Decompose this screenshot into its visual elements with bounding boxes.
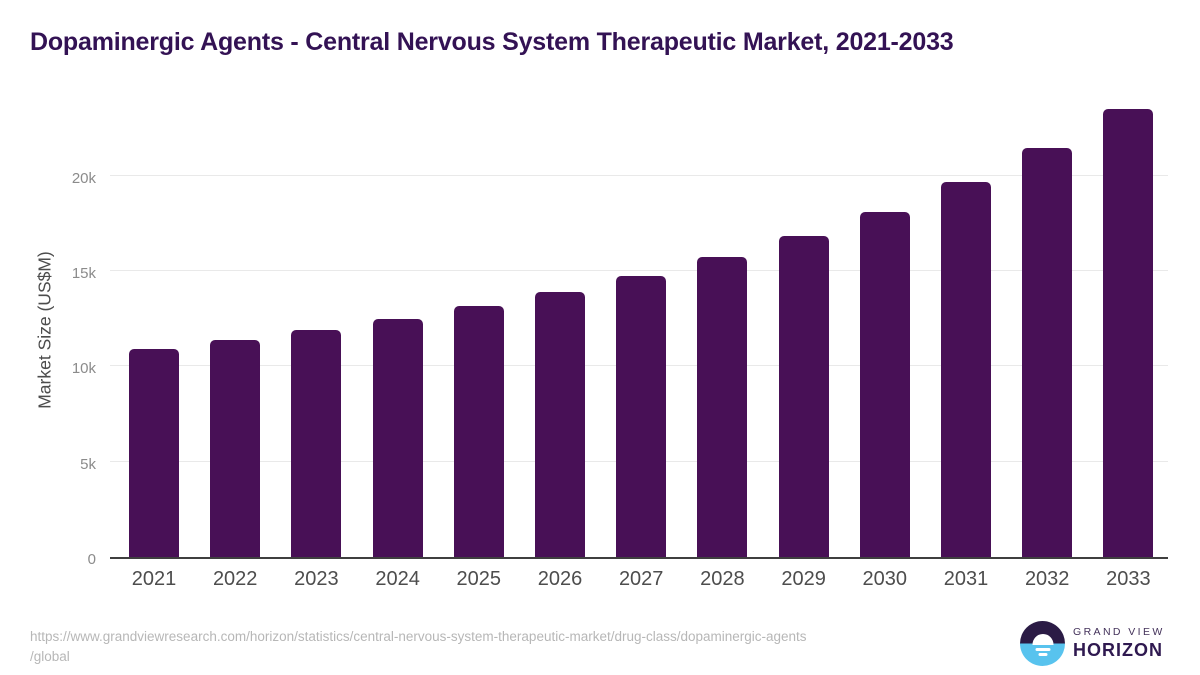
x-tick-label-2021: 2021 bbox=[131, 568, 177, 590]
x-tick-label-2025: 2025 bbox=[456, 568, 502, 590]
y-tick-label-10k: 10k bbox=[71, 360, 96, 378]
y-tick-label-5k: 5k bbox=[80, 455, 96, 473]
bar-2031[interactable] bbox=[941, 182, 991, 557]
x-tick-label-2023: 2023 bbox=[294, 568, 339, 590]
bar-2026[interactable] bbox=[535, 291, 585, 557]
x-tick-label-2030: 2030 bbox=[862, 568, 908, 590]
bar-2025[interactable] bbox=[453, 306, 504, 557]
bar-2022[interactable] bbox=[210, 339, 261, 557]
bar-2027[interactable] bbox=[616, 276, 667, 557]
sun-reflection-stripe bbox=[1035, 647, 1050, 651]
bar-2021[interactable] bbox=[129, 348, 179, 557]
x-tick-label-2024: 2024 bbox=[375, 568, 420, 590]
plot-area bbox=[110, 101, 1168, 559]
x-tick-label-2033: 2033 bbox=[1106, 568, 1151, 590]
chart-title: Dopaminergic Agents - Central Nervous Sy… bbox=[30, 28, 954, 56]
y-tick-label-15k: 15k bbox=[71, 264, 96, 282]
y-tick-label-0: 0 bbox=[87, 551, 96, 568]
gridline-20k bbox=[110, 174, 1168, 176]
logo-product-name: HORIZON bbox=[1073, 640, 1163, 660]
bar-2030[interactable] bbox=[859, 211, 910, 557]
bar-2032[interactable] bbox=[1022, 147, 1073, 557]
x-tick-label-2022: 2022 bbox=[212, 568, 258, 590]
bar-2024[interactable] bbox=[372, 318, 423, 557]
y-tick-label-20k: 20k bbox=[71, 169, 96, 187]
x-tick-label-2032: 2032 bbox=[1024, 568, 1070, 590]
x-tick-label-2028: 2028 bbox=[700, 568, 745, 590]
logo-text: GRAND VIEW HORIZON bbox=[1073, 626, 1165, 661]
x-tick-label-2026: 2026 bbox=[537, 568, 583, 590]
logo-brand-name: GRAND VIEW bbox=[1073, 626, 1165, 638]
x-tick-label-2029: 2029 bbox=[781, 568, 826, 590]
gridline-15k bbox=[110, 269, 1168, 271]
bar-2023[interactable] bbox=[291, 330, 342, 557]
horizon-sun-icon bbox=[1020, 621, 1065, 666]
bar-2033[interactable] bbox=[1103, 108, 1154, 557]
source-url-line2: /global bbox=[30, 649, 70, 664]
x-tick-label-2031: 2031 bbox=[943, 568, 989, 590]
sun-dome-shape bbox=[1032, 634, 1053, 645]
sun-reflection-stripe bbox=[1038, 653, 1047, 657]
source-url: https://www.grandviewresearch.com/horizo… bbox=[30, 627, 960, 667]
bar-2029[interactable] bbox=[778, 236, 829, 557]
source-url-line1: https://www.grandviewresearch.com/horizo… bbox=[30, 629, 807, 644]
bar-2028[interactable] bbox=[697, 257, 748, 557]
x-tick-label-2027: 2027 bbox=[618, 568, 664, 590]
grand-view-horizon-logo: GRAND VIEW HORIZON bbox=[1020, 621, 1165, 666]
